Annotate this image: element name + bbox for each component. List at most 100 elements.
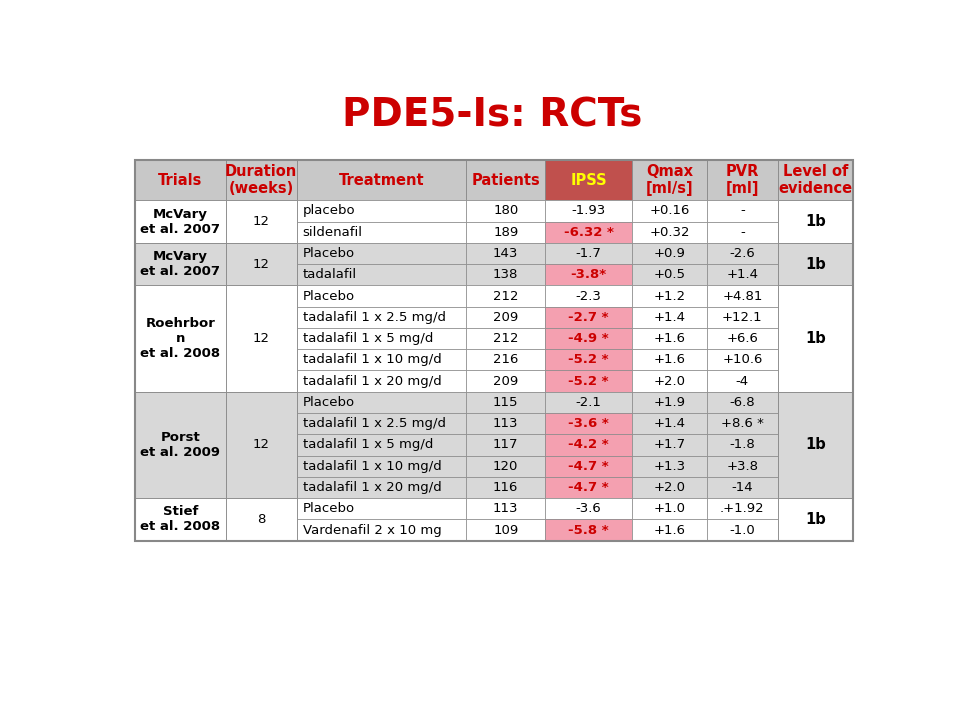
- Bar: [134, 201, 226, 222]
- Bar: [467, 371, 545, 392]
- Bar: [545, 201, 632, 222]
- Bar: [632, 413, 707, 434]
- Bar: [134, 160, 226, 201]
- Text: -1.7: -1.7: [576, 247, 602, 260]
- Bar: [134, 392, 226, 498]
- Bar: [545, 413, 632, 434]
- Bar: [297, 201, 467, 222]
- Bar: [226, 477, 297, 498]
- Text: +1.0: +1.0: [654, 502, 685, 515]
- Bar: [632, 160, 707, 201]
- Bar: [707, 307, 778, 328]
- Bar: [632, 456, 707, 477]
- Text: .+1.92: .+1.92: [720, 502, 765, 515]
- Text: -: -: [740, 204, 745, 217]
- Bar: [297, 160, 467, 201]
- Text: -: -: [740, 225, 745, 238]
- Text: +1.6: +1.6: [654, 332, 685, 345]
- Text: -3.8*: -3.8*: [570, 268, 607, 281]
- Bar: [632, 264, 707, 286]
- Text: Patients: Patients: [471, 173, 540, 188]
- Text: +1.2: +1.2: [654, 289, 685, 302]
- Text: tadalafil 1 x 2.5 mg/d: tadalafil 1 x 2.5 mg/d: [302, 417, 445, 430]
- Text: 113: 113: [492, 502, 518, 515]
- Bar: [297, 264, 467, 286]
- Bar: [467, 434, 545, 456]
- Text: +6.6: +6.6: [727, 332, 758, 345]
- Text: 1b: 1b: [805, 257, 826, 272]
- Text: +0.9: +0.9: [654, 247, 685, 260]
- Text: 180: 180: [493, 204, 518, 217]
- Bar: [226, 392, 297, 413]
- Bar: [778, 243, 852, 286]
- Bar: [778, 392, 852, 413]
- Bar: [297, 434, 467, 456]
- Bar: [545, 519, 632, 541]
- Text: +1.7: +1.7: [654, 438, 685, 451]
- Text: Placebo: Placebo: [302, 247, 354, 260]
- Bar: [632, 349, 707, 371]
- Text: 209: 209: [493, 311, 518, 324]
- Bar: [467, 477, 545, 498]
- Bar: [226, 519, 297, 541]
- Bar: [467, 456, 545, 477]
- Bar: [778, 264, 852, 286]
- Text: 115: 115: [492, 396, 518, 409]
- Text: tadalafil 1 x 10 mg/d: tadalafil 1 x 10 mg/d: [302, 353, 442, 366]
- Bar: [778, 286, 852, 392]
- Bar: [707, 519, 778, 541]
- Text: -4.2 *: -4.2 *: [568, 438, 609, 451]
- Text: Porst
et al. 2009: Porst et al. 2009: [140, 431, 220, 459]
- Bar: [707, 349, 778, 371]
- Bar: [707, 243, 778, 264]
- Text: -2.6: -2.6: [730, 247, 756, 260]
- Bar: [297, 477, 467, 498]
- Bar: [545, 160, 632, 201]
- Bar: [632, 477, 707, 498]
- Text: -3.6 *: -3.6 *: [568, 417, 609, 430]
- Text: +1.6: +1.6: [654, 353, 685, 366]
- Bar: [226, 392, 297, 498]
- Text: sildenafil: sildenafil: [302, 225, 363, 238]
- Bar: [134, 307, 226, 328]
- Bar: [545, 498, 632, 519]
- Text: PDE5-Is: RCTs: PDE5-Is: RCTs: [342, 96, 642, 134]
- Bar: [707, 477, 778, 498]
- Bar: [297, 349, 467, 371]
- Text: 8: 8: [257, 513, 265, 526]
- Text: 212: 212: [492, 289, 518, 302]
- Bar: [778, 243, 852, 264]
- Text: tadalafil 1 x 2.5 mg/d: tadalafil 1 x 2.5 mg/d: [302, 311, 445, 324]
- Bar: [467, 498, 545, 519]
- Text: McVary
et al. 2007: McVary et al. 2007: [140, 250, 220, 278]
- Bar: [778, 434, 852, 456]
- Text: 109: 109: [493, 523, 518, 537]
- Bar: [467, 264, 545, 286]
- Text: -1.8: -1.8: [730, 438, 756, 451]
- Text: +10.6: +10.6: [722, 353, 762, 366]
- Bar: [707, 264, 778, 286]
- Text: +0.5: +0.5: [654, 268, 685, 281]
- Text: placebo: placebo: [302, 204, 355, 217]
- Bar: [545, 286, 632, 307]
- Text: Vardenafil 2 x 10 mg: Vardenafil 2 x 10 mg: [302, 523, 442, 537]
- Bar: [297, 456, 467, 477]
- Bar: [545, 264, 632, 286]
- Bar: [297, 286, 467, 307]
- Text: -5.2 *: -5.2 *: [568, 353, 609, 366]
- Text: 117: 117: [492, 438, 518, 451]
- Bar: [134, 264, 226, 286]
- Bar: [226, 307, 297, 328]
- Text: Level of
evidence: Level of evidence: [779, 164, 852, 196]
- Bar: [297, 498, 467, 519]
- Text: +1.4: +1.4: [654, 311, 685, 324]
- Bar: [707, 371, 778, 392]
- Text: -2.7 *: -2.7 *: [568, 311, 609, 324]
- Text: Placebo: Placebo: [302, 289, 354, 302]
- Text: tadalafil 1 x 10 mg/d: tadalafil 1 x 10 mg/d: [302, 459, 442, 473]
- Bar: [467, 392, 545, 413]
- Text: -1.0: -1.0: [730, 523, 756, 537]
- Bar: [297, 328, 467, 349]
- Text: tadalafil 1 x 20 mg/d: tadalafil 1 x 20 mg/d: [302, 374, 442, 387]
- Bar: [134, 328, 226, 349]
